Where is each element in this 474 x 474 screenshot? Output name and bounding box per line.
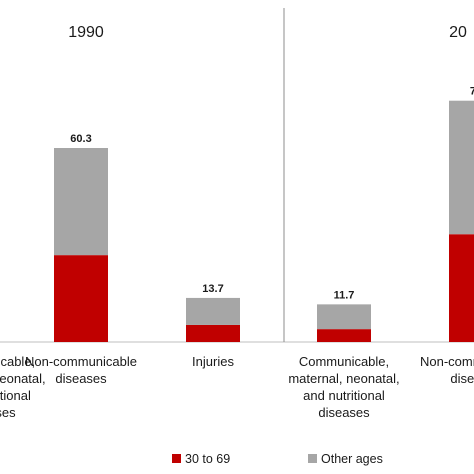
category-label: maternal, neonatal, (288, 371, 399, 386)
category-label: diseases (318, 405, 370, 420)
category-label: diseases (55, 371, 107, 386)
category-label: and nutritional (0, 388, 31, 403)
data-label: 13.7 (202, 283, 223, 295)
bar-segment-other-ages (317, 304, 371, 330)
category-label: diseases (0, 405, 16, 420)
bar-segment-other-ages (186, 297, 240, 325)
bar-segment-other-ages (54, 148, 108, 256)
chart-marks: 1990 Communicable, maternal, neonatal, and … (0, 8, 474, 466)
category-label: Non-communicable (420, 354, 474, 369)
bar-segment-30-to-69 (186, 324, 240, 342)
category-label: Non-communicable (25, 354, 137, 369)
bar-segment-30-to-69 (449, 234, 474, 342)
category-label: Communicable, (0, 354, 35, 369)
bar-segment-30-to-69 (317, 329, 371, 342)
legend-swatch (308, 454, 317, 463)
data-label: 75 (470, 86, 474, 98)
category-label: maternal, neonatal, (0, 371, 46, 386)
bar-segment-other-ages (449, 100, 474, 235)
data-label: 60.3 (70, 133, 91, 145)
data-label: 11.7 (334, 289, 355, 301)
legend-swatch (172, 454, 181, 463)
panel-title: 20 (449, 24, 467, 41)
bar-segment-30-to-69 (54, 255, 108, 342)
panel-title: 1990 (68, 24, 104, 41)
category-label: Injuries (192, 354, 234, 369)
category-label: and nutritional (303, 388, 385, 403)
category-label: diseases (450, 371, 474, 386)
legend-label: Other ages (321, 452, 383, 466)
category-label: Communicable, (299, 354, 389, 369)
legend-label: 30 to 69 (185, 452, 230, 466)
